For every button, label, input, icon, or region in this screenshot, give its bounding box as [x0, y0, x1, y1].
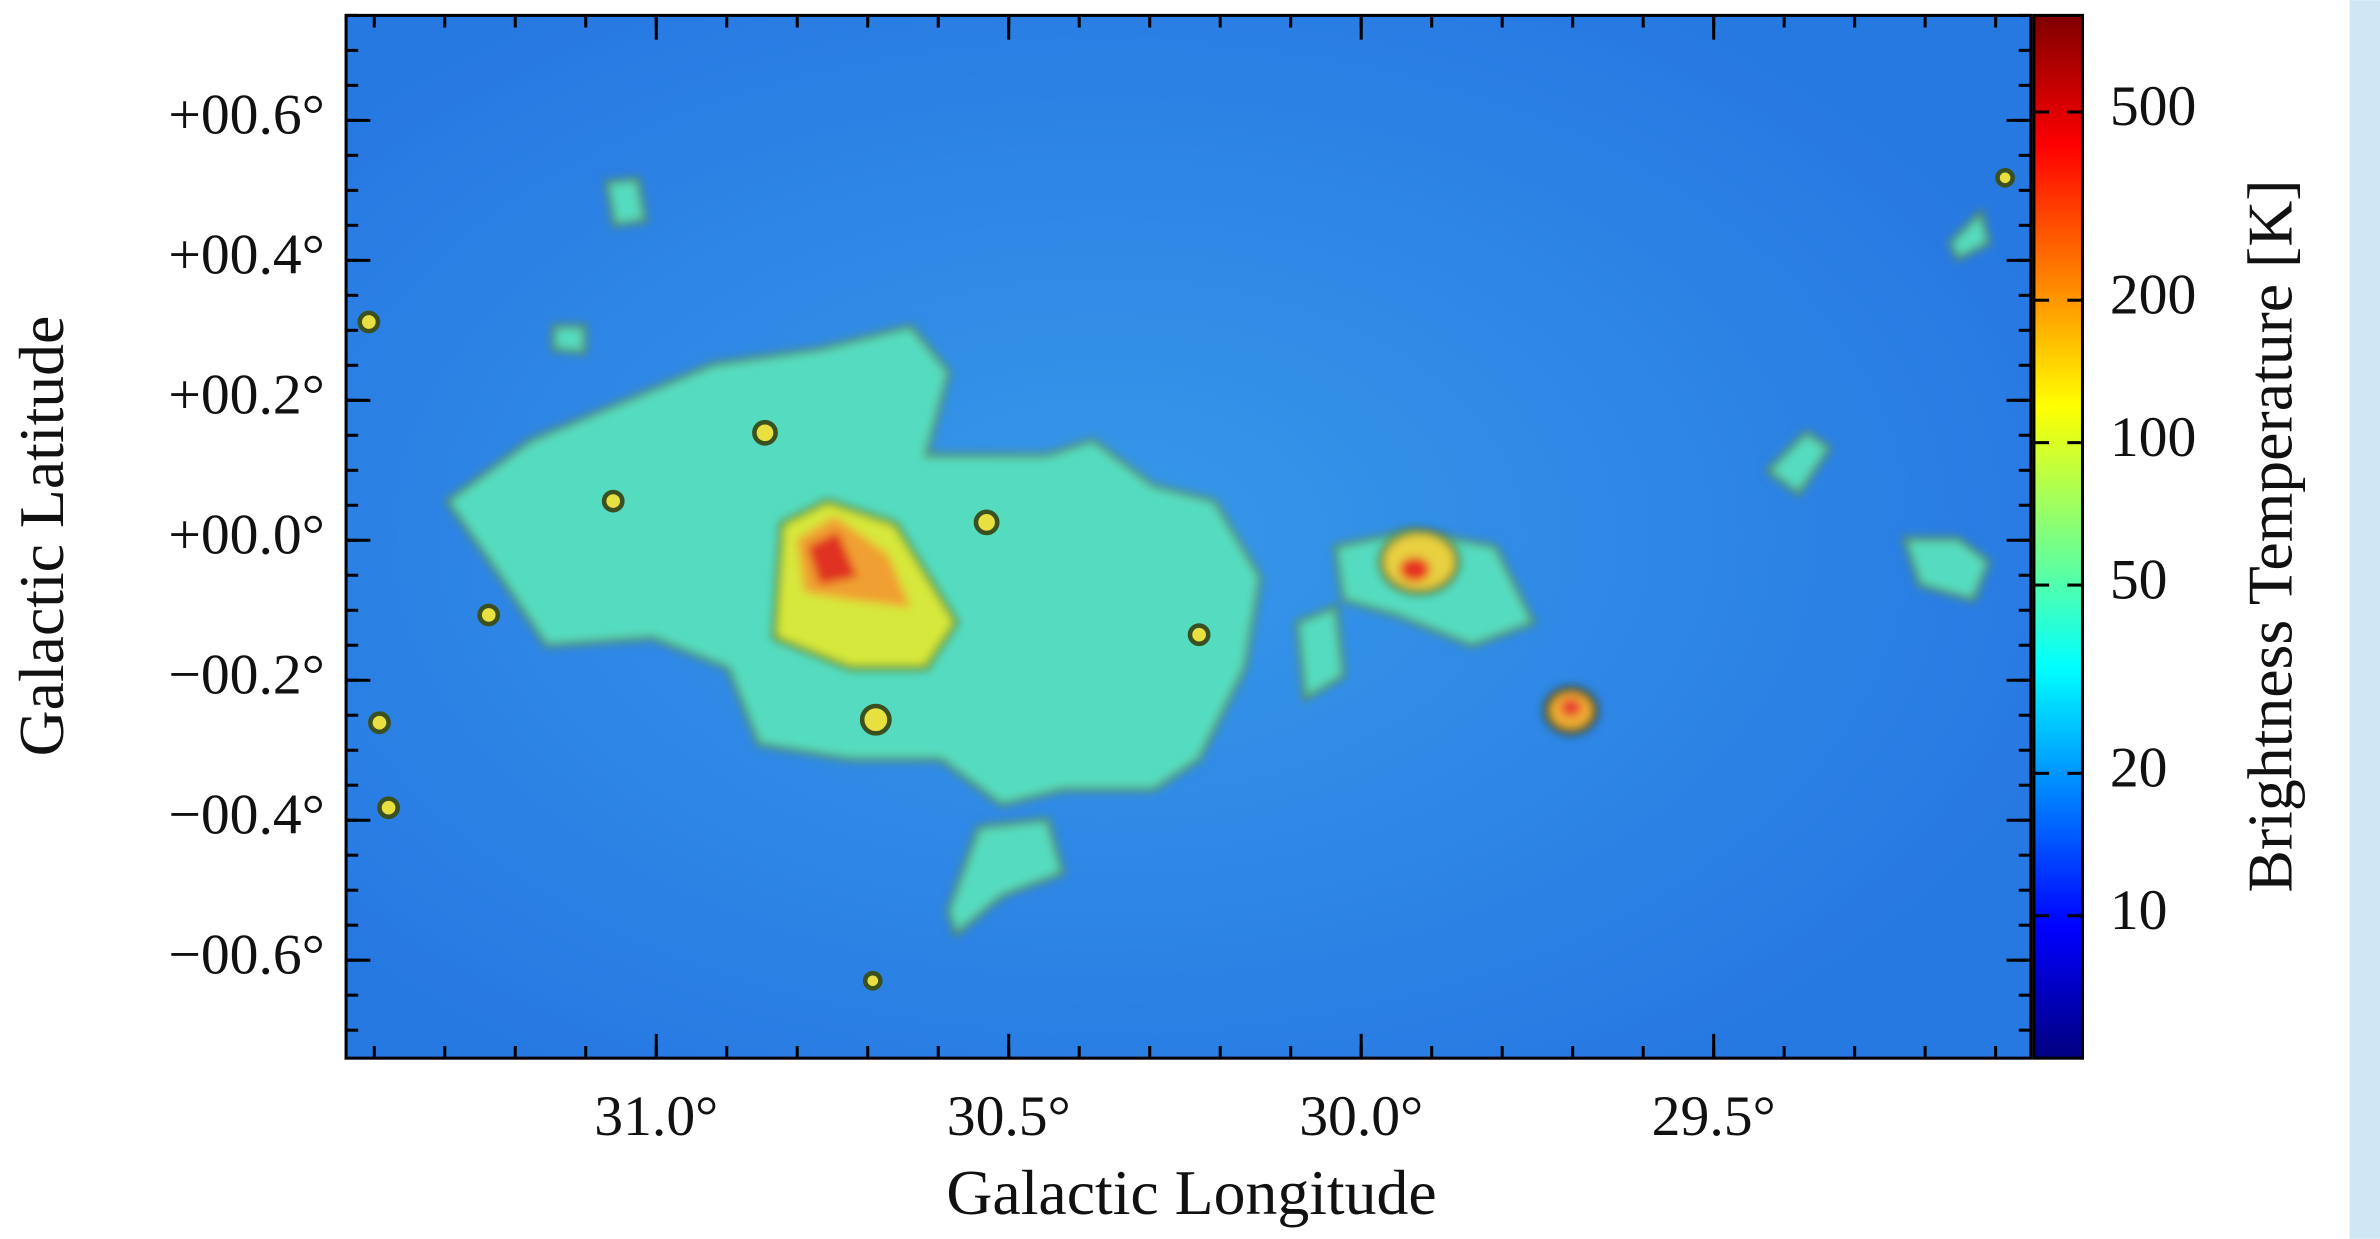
x-axis-label: Galactic Longitude [946, 1157, 1436, 1228]
map-image [346, 15, 2031, 1059]
y-tick-label: +00.4° [168, 224, 324, 287]
colorbar-tick-label: 20 [2110, 737, 2168, 800]
colorbar-tick-label: 200 [2110, 263, 2196, 326]
x-tick-label: 31.0° [594, 1085, 718, 1148]
x-tick-label: 30.0° [1299, 1085, 1423, 1148]
y-tick-label: +00.2° [168, 364, 324, 427]
page-background [2094, 0, 2380, 1239]
y-tick-label: +00.6° [168, 84, 324, 147]
colorbar-tick-label: 10 [2110, 879, 2168, 942]
colorbar-tick-label: 50 [2110, 548, 2168, 611]
colorbar-tick-label: 500 [2110, 75, 2196, 138]
plot-frame [344, 13, 2033, 1060]
y-axis-label: Galactic Latitude [6, 316, 77, 757]
y-tick-label: −00.4° [168, 783, 324, 846]
colorbar-tick-label: 100 [2110, 406, 2196, 469]
colorbar [2032, 13, 2085, 1060]
x-tick-label: 29.5° [1652, 1085, 1776, 1148]
colorbar-label: Brightness Temperature [K] [2234, 179, 2305, 892]
page-edge [2349, 0, 2380, 1239]
x-tick-label: 30.5° [947, 1085, 1071, 1148]
y-tick-label: −00.6° [168, 923, 324, 986]
y-tick-label: +00.0° [168, 504, 324, 567]
y-tick-label: −00.2° [168, 643, 324, 706]
